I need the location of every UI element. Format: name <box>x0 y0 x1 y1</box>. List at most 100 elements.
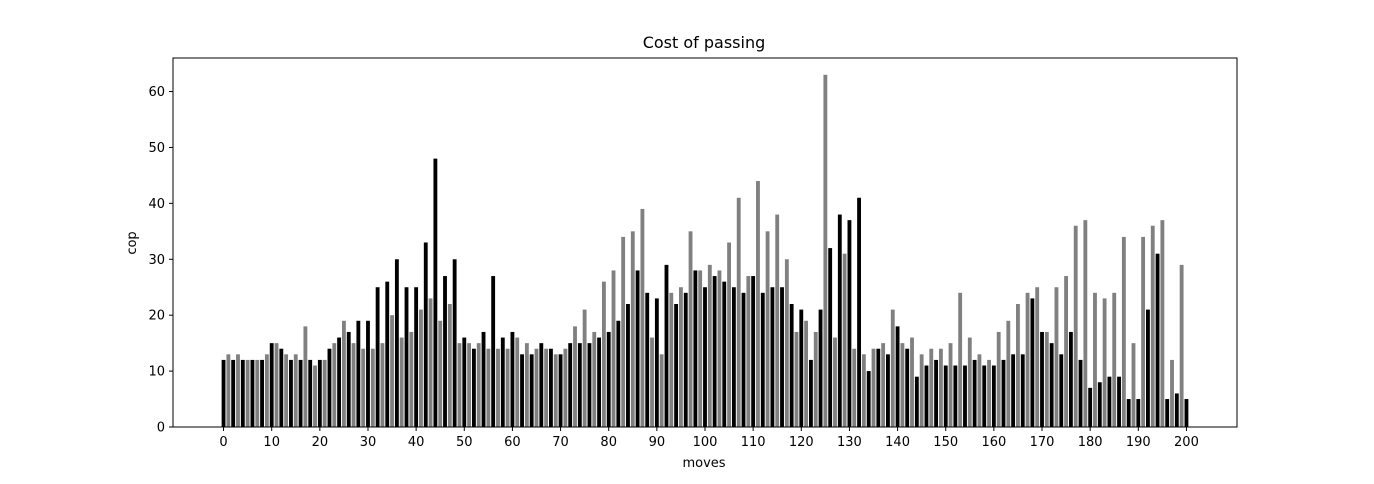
bar-move-152 <box>953 365 958 427</box>
bar-move-10 <box>269 343 274 427</box>
bar-move-179 <box>1083 220 1088 427</box>
y-tick-label: 10 <box>148 365 165 380</box>
bar-move-27 <box>351 343 356 427</box>
bar-move-159 <box>987 359 991 427</box>
bar-move-65 <box>534 348 539 427</box>
x-tick-label: 140 <box>885 435 910 450</box>
bar-move-1 <box>226 354 231 427</box>
bar-move-60 <box>510 331 515 427</box>
bar-move-187 <box>1121 236 1126 427</box>
bar-move-173 <box>1054 287 1059 427</box>
x-tick-label: 80 <box>600 435 617 450</box>
bar-move-150 <box>943 365 948 427</box>
bar-move-48 <box>452 259 457 427</box>
bar-move-46 <box>443 276 447 427</box>
bar-move-25 <box>341 320 346 427</box>
bar-move-35 <box>390 315 394 427</box>
y-tick-label: 40 <box>148 197 165 212</box>
bar-move-90 <box>654 298 659 427</box>
bar-move-78 <box>597 337 602 427</box>
bar-move-23 <box>332 343 337 427</box>
bar-move-73 <box>573 326 577 427</box>
x-tick-label: 40 <box>408 435 425 450</box>
x-tick-label: 30 <box>360 435 377 450</box>
bar-move-165 <box>1016 304 1020 427</box>
bar-move-180 <box>1088 387 1093 427</box>
bar-move-9 <box>264 354 269 427</box>
x-axis-ticks: 0 10 20 30 40 50 60 70 80 90 100 110 120 130 140 150 160… <box>219 427 1199 450</box>
bar-move-166 <box>1020 354 1025 427</box>
x-tick-label: 150 <box>933 435 958 450</box>
bar-move-6 <box>250 359 255 427</box>
bar-move-169 <box>1035 287 1040 427</box>
x-tick-label: 50 <box>456 435 473 450</box>
bar-move-19 <box>313 365 317 427</box>
bar-move-51 <box>467 343 472 427</box>
x-tick-label: 120 <box>789 435 814 450</box>
bar-move-58 <box>500 337 505 427</box>
x-tick-label: 100 <box>693 435 718 450</box>
bar-move-64 <box>529 354 534 427</box>
bar-move-124 <box>818 309 823 427</box>
bar-move-123 <box>813 331 818 427</box>
bar-move-59 <box>505 348 510 427</box>
bar-move-111 <box>756 181 760 427</box>
bar-move-77 <box>592 331 597 427</box>
bar-move-29 <box>361 348 366 427</box>
y-tick-label: 30 <box>148 253 165 268</box>
bar-move-13 <box>284 354 289 427</box>
bar-move-74 <box>577 343 582 427</box>
bar-move-108 <box>741 292 746 427</box>
bar-move-197 <box>1170 359 1174 427</box>
x-tick-label: 10 <box>263 435 280 450</box>
bar-move-153 <box>958 292 963 427</box>
bar-move-155 <box>967 337 972 427</box>
x-tick-label: 110 <box>741 435 766 450</box>
bar-move-57 <box>496 348 500 427</box>
bar-move-93 <box>669 292 674 427</box>
bar-move-5 <box>245 359 250 427</box>
bar-move-162 <box>1001 359 1006 427</box>
bar-move-114 <box>770 287 775 427</box>
bar-move-30 <box>366 320 370 427</box>
bar-move-100 <box>703 287 707 427</box>
bar-move-147 <box>929 348 934 427</box>
bar-move-158 <box>982 365 987 427</box>
bar-move-52 <box>471 348 476 427</box>
bar-move-195 <box>1160 220 1165 427</box>
x-axis-label: moves <box>682 456 725 471</box>
bar-move-130 <box>847 220 852 427</box>
x-tick-label: 130 <box>837 435 862 450</box>
bar-move-194 <box>1155 253 1160 427</box>
bar-move-53 <box>476 343 481 427</box>
bar-move-164 <box>1011 354 1016 427</box>
bar-move-110 <box>751 276 756 427</box>
bar-move-21 <box>322 359 327 427</box>
bar-move-103 <box>717 270 722 427</box>
bar-move-199 <box>1179 264 1184 427</box>
bar-move-139 <box>890 309 895 427</box>
x-tick-label: 160 <box>981 435 1006 450</box>
bar-move-136 <box>876 348 881 427</box>
y-axis-label: cop <box>125 231 140 254</box>
bar-move-185 <box>1112 292 1117 427</box>
bar-move-140 <box>895 326 900 427</box>
bar-move-184 <box>1107 376 1112 427</box>
bar-move-69 <box>553 354 558 427</box>
bar-move-75 <box>582 309 587 427</box>
bar-move-22 <box>327 348 332 427</box>
bar-move-31 <box>370 348 375 427</box>
bar-move-24 <box>337 337 342 427</box>
bar-move-0 <box>221 359 226 427</box>
bar-move-170 <box>1040 331 1044 427</box>
bar-move-39 <box>409 331 414 427</box>
bar-move-99 <box>698 270 703 427</box>
bar-move-107 <box>736 197 741 427</box>
bar-move-67 <box>544 348 549 427</box>
bar-move-172 <box>1049 343 1054 427</box>
bar-move-54 <box>481 331 486 427</box>
bar-move-113 <box>765 231 770 427</box>
bar-move-15 <box>293 354 298 427</box>
bar-move-71 <box>563 348 568 427</box>
